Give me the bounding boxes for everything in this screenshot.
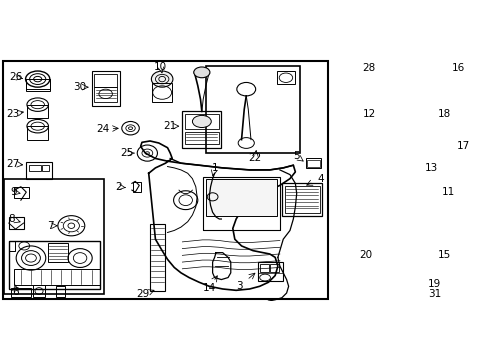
Text: 6: 6 <box>12 287 19 297</box>
Text: 28: 28 <box>362 63 375 73</box>
Text: 30: 30 <box>73 82 86 92</box>
Bar <box>281 183 322 216</box>
Bar <box>27 126 48 140</box>
Bar <box>33 285 45 297</box>
Bar <box>133 182 141 192</box>
Text: 20: 20 <box>358 250 371 260</box>
Text: 4: 4 <box>316 174 323 184</box>
Text: 7: 7 <box>47 221 54 231</box>
Text: 14: 14 <box>202 283 215 293</box>
Text: 9: 9 <box>11 187 18 197</box>
Text: 5: 5 <box>293 152 300 161</box>
Text: 25: 25 <box>121 148 134 158</box>
Bar <box>305 158 320 168</box>
Bar <box>307 160 319 167</box>
Bar <box>276 71 295 85</box>
Bar <box>367 255 386 267</box>
Bar <box>284 186 319 213</box>
Text: 17: 17 <box>456 141 469 151</box>
Bar <box>11 288 31 297</box>
Bar <box>257 262 283 281</box>
Text: 10: 10 <box>154 62 167 72</box>
Bar <box>259 264 268 272</box>
Text: 2: 2 <box>115 182 122 192</box>
Bar <box>205 66 300 153</box>
Ellipse shape <box>151 71 173 87</box>
Bar <box>42 165 49 171</box>
Bar <box>27 105 48 118</box>
Text: 19: 19 <box>427 279 440 289</box>
Polygon shape <box>410 69 461 98</box>
Bar <box>26 162 52 179</box>
Bar <box>9 240 100 289</box>
Bar <box>91 71 120 106</box>
Bar <box>150 224 164 291</box>
Bar <box>429 140 450 149</box>
Bar <box>446 147 465 161</box>
Text: 22: 22 <box>248 153 261 163</box>
Text: 1: 1 <box>211 163 218 173</box>
Bar <box>184 131 218 144</box>
Text: 23: 23 <box>6 109 20 119</box>
Bar <box>9 217 23 229</box>
Text: 16: 16 <box>450 63 464 73</box>
Ellipse shape <box>193 67 209 78</box>
Ellipse shape <box>192 116 211 127</box>
Bar <box>56 286 65 297</box>
Bar <box>202 177 279 230</box>
Bar <box>424 170 445 185</box>
Text: 11: 11 <box>441 187 454 197</box>
Text: 26: 26 <box>9 72 22 82</box>
Text: 15: 15 <box>437 250 450 260</box>
Text: 24: 24 <box>96 124 109 134</box>
Bar <box>48 243 68 262</box>
Bar <box>29 165 41 171</box>
Bar <box>365 280 417 300</box>
Bar <box>14 269 100 285</box>
Bar <box>369 257 384 265</box>
Bar <box>363 281 447 294</box>
Text: 31: 31 <box>427 289 440 300</box>
Bar <box>429 121 450 138</box>
Text: 18: 18 <box>437 109 450 119</box>
Bar <box>182 111 221 148</box>
Text: 12: 12 <box>362 109 375 119</box>
Bar <box>14 188 29 198</box>
Polygon shape <box>358 190 422 244</box>
Text: 8: 8 <box>8 214 15 224</box>
Bar <box>152 83 172 102</box>
Bar <box>25 79 50 91</box>
Text: 3: 3 <box>236 281 243 291</box>
Bar <box>426 172 443 183</box>
Text: 13: 13 <box>424 163 437 173</box>
Bar <box>184 114 218 129</box>
Bar <box>416 255 452 281</box>
Bar <box>4 179 103 294</box>
Bar <box>418 258 450 278</box>
Text: 29: 29 <box>137 289 150 300</box>
Bar <box>94 87 117 102</box>
Bar <box>269 264 279 272</box>
Bar <box>362 118 404 150</box>
Bar <box>205 179 276 216</box>
Text: 21: 21 <box>163 121 177 131</box>
Text: 27: 27 <box>6 159 20 169</box>
Bar <box>427 118 452 153</box>
Bar <box>94 74 117 87</box>
